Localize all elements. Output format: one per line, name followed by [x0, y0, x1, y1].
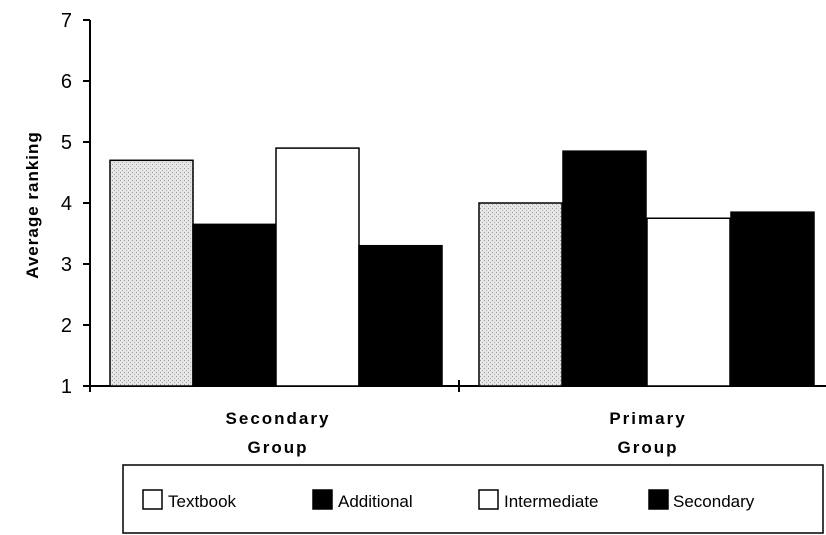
legend-label-secondary: Secondary [673, 492, 755, 511]
y-tick-label: 6 [61, 71, 72, 93]
legend-label-textbook: Textbook [168, 492, 237, 511]
bar-secondary-primary [730, 211, 815, 387]
bar-additional-secondary [192, 223, 277, 387]
y-tick-label: 2 [61, 315, 72, 337]
y-tick-label: 7 [61, 10, 72, 32]
category-label-line2: Group [248, 438, 309, 457]
legend-swatch-secondary [648, 489, 669, 510]
legend-swatch-intermediate [478, 489, 499, 510]
y-axis-label: Average ranking [23, 131, 42, 279]
y-tick-label: 4 [61, 193, 72, 215]
category-label-line1: Secondary [226, 409, 331, 428]
legend-swatch-textbook [142, 489, 163, 510]
bar-additional-primary [562, 150, 647, 387]
y-tick-label: 1 [61, 376, 72, 398]
bar-textbook-primary [478, 202, 563, 387]
bar-intermediate-secondary [275, 147, 360, 387]
bar-secondary-secondary [358, 244, 443, 387]
y-tick-label: 3 [61, 254, 72, 276]
y-tick-label: 5 [61, 132, 72, 154]
legend-label-additional: Additional [338, 492, 413, 511]
category-label-line2: Group [618, 438, 679, 457]
labels: Average ranking Secondary Group Primary Grou… [23, 131, 686, 457]
legend-swatch-additional [312, 489, 333, 510]
bar-intermediate-primary [646, 217, 731, 387]
legend-box [122, 464, 824, 534]
bars [109, 147, 815, 387]
legend: Textbook Additional Intermediate Secondary [122, 464, 824, 534]
bar-textbook-secondary [109, 159, 194, 387]
legend-label-intermediate: Intermediate [504, 492, 599, 511]
category-label-line1: Primary [609, 409, 686, 428]
